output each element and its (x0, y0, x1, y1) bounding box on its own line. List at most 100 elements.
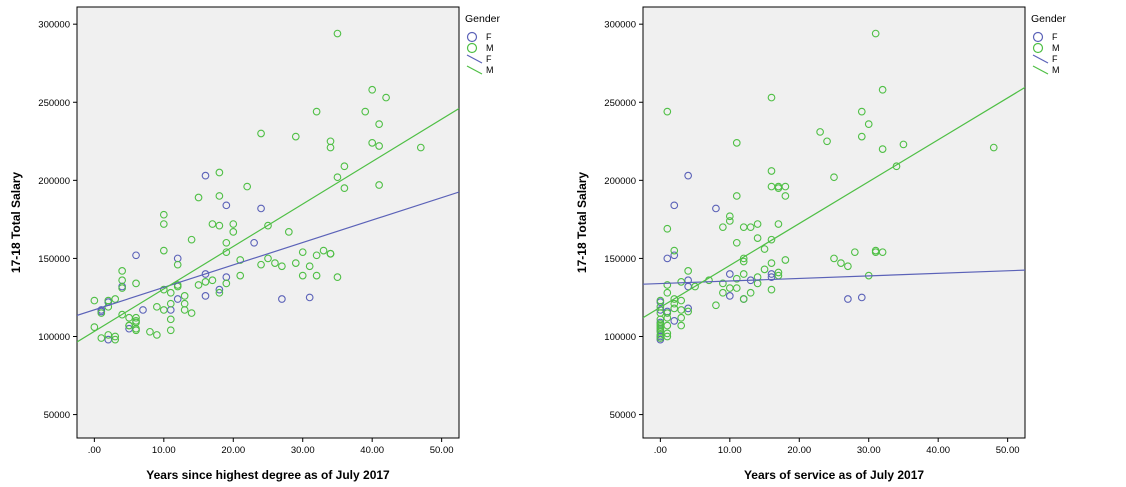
data-point-m (278, 262, 286, 271)
data-point-m (215, 168, 224, 177)
data-point-m (305, 262, 314, 271)
data-point-m (208, 276, 217, 285)
data-point-m (111, 332, 120, 341)
data-point-m (767, 93, 776, 102)
data-point-m (243, 182, 252, 191)
y-tick-label: 300000 (38, 20, 70, 31)
legend-label: F (1052, 32, 1058, 42)
legend-marker-m (1032, 42, 1044, 54)
data-point-m (816, 128, 824, 136)
data-point-m (850, 248, 859, 257)
data-point-f (670, 317, 679, 325)
data-point-m (125, 321, 133, 330)
data-point-m (719, 279, 727, 288)
data-point-m (375, 142, 383, 150)
data-point-m (97, 334, 106, 342)
x-tick-label: 30.00 (857, 445, 881, 456)
data-point-m (215, 192, 224, 200)
data-point-m (844, 262, 852, 271)
data-point-m (312, 251, 321, 260)
data-point-m (781, 256, 790, 264)
x-tick-label: 50.00 (996, 445, 1020, 456)
data-point-m (663, 332, 672, 341)
data-point-m (368, 85, 377, 94)
data-point-m (333, 173, 342, 182)
x-tick-label: 10.00 (718, 445, 742, 456)
x-axis-title: Years since highest degree as of July 20… (146, 468, 390, 482)
scatter-chart-years-since-degree: 50000 100000 150000 200000 250000 300000 .00 10… (0, 0, 560, 487)
data-point-m (90, 323, 99, 331)
data-point-m (159, 306, 168, 314)
x-tick-label: 20.00 (221, 445, 245, 456)
data-point-m (871, 29, 880, 38)
legend-label: F (486, 32, 492, 42)
data-point-m (257, 260, 265, 269)
data-point-m (830, 173, 838, 182)
data-point-m (180, 299, 189, 308)
data-point-f (278, 295, 286, 303)
data-point-m (118, 284, 126, 292)
data-point-m (670, 299, 679, 308)
data-point-m (732, 274, 741, 283)
data-point-m (767, 167, 776, 175)
data-point-m (837, 259, 845, 267)
data-point-f (670, 251, 679, 260)
data-point-m (340, 162, 349, 171)
data-point-m (361, 107, 370, 116)
data-point-m (719, 288, 727, 297)
data-point-m (159, 246, 168, 255)
data-point-m (319, 246, 328, 255)
data-point-m (132, 279, 140, 288)
data-point-f (173, 295, 182, 303)
data-point-m (146, 327, 154, 336)
data-point-m (382, 93, 390, 102)
data-point-m (663, 313, 672, 322)
data-point-f (663, 254, 672, 263)
data-point-f (201, 171, 210, 180)
data-point-m (111, 335, 120, 344)
data-point-m (291, 132, 300, 141)
data-point-m (375, 181, 383, 189)
data-point-m (264, 221, 272, 230)
legend-label: F (1052, 54, 1058, 64)
data-point-m (663, 309, 672, 317)
legend-title: Gender (465, 13, 501, 25)
data-point-m (725, 212, 734, 221)
data-point-m (368, 139, 377, 147)
data-point-m (166, 315, 175, 324)
data-point-m (375, 120, 383, 128)
data-point-m (416, 143, 425, 152)
data-point-m (677, 306, 686, 314)
y-tick-label: 250000 (38, 98, 70, 109)
x-tick-label: .00 (654, 445, 667, 456)
data-point-m (677, 313, 686, 322)
data-point-m (222, 279, 231, 288)
data-point-m (159, 285, 168, 294)
data-point-m (684, 307, 692, 316)
data-point-m (878, 248, 887, 257)
y-tick-label: 50000 (44, 410, 70, 421)
data-point-m (670, 295, 679, 303)
y-tick-label: 150000 (38, 254, 70, 265)
data-point-m (90, 296, 99, 305)
data-point-m (222, 238, 231, 247)
data-point-m (739, 257, 748, 266)
data-point-f (857, 293, 866, 302)
data-point-m (732, 238, 741, 247)
y-axis-title: 17-18 Total Salary (575, 172, 589, 273)
data-point-m (284, 228, 293, 236)
y-tick-label: 150000 (604, 254, 636, 265)
data-point-f (684, 171, 692, 180)
data-point-f (670, 201, 679, 210)
legend-label: M (1052, 65, 1060, 75)
legend-line-m (466, 65, 483, 75)
data-point-m (111, 295, 120, 303)
data-point-m (691, 282, 699, 291)
legend-line-m (1032, 65, 1049, 75)
data-point-m (340, 184, 349, 192)
chart-svg: 50000 100000 150000 200000 250000 300000 .00 10… (575, 6, 1067, 482)
data-point-m (153, 331, 161, 339)
fit-line-f (77, 191, 459, 316)
data-point-m (663, 224, 672, 233)
y-tick-label: 100000 (604, 332, 636, 343)
